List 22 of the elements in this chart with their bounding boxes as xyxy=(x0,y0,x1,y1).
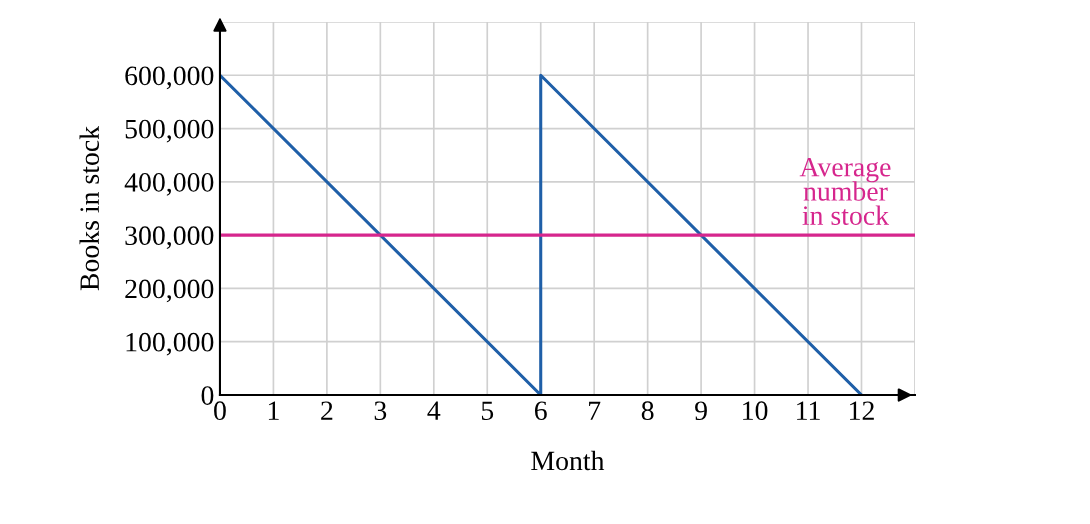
y-tick-label: 500,000 xyxy=(125,119,214,143)
y-tick-label: 600,000 xyxy=(125,66,214,90)
y-tick-label: 400,000 xyxy=(124,173,214,196)
x-tick-label: 1 xyxy=(268,401,279,420)
y-tick-label: 200,000 xyxy=(125,279,214,303)
x-tick-label: 9 xyxy=(695,401,707,421)
x-tick-label: 8 xyxy=(641,401,654,421)
x-tick-label: 7 xyxy=(589,401,601,420)
x-tick-label: 4 xyxy=(427,401,441,420)
x-tick-label: 2 xyxy=(321,401,333,420)
x-tick-label: 6 xyxy=(534,401,547,421)
x-tick-label: 5 xyxy=(481,401,494,421)
x-tick-label: 12 xyxy=(850,401,874,420)
y-tick-label: 0 xyxy=(201,386,214,405)
ref-line-label: Average number in stock xyxy=(799,157,891,226)
x-axis-title: Month xyxy=(531,450,605,471)
y-tick-label: 300,000 xyxy=(125,226,214,250)
y-axis-title: Books in stock xyxy=(79,125,100,291)
x-tick-label: 3 xyxy=(374,401,387,421)
x-tick-label: 11 xyxy=(797,401,820,420)
x-tick-label: 10 xyxy=(743,401,768,421)
y-tick-label: 100,000 xyxy=(126,332,214,356)
